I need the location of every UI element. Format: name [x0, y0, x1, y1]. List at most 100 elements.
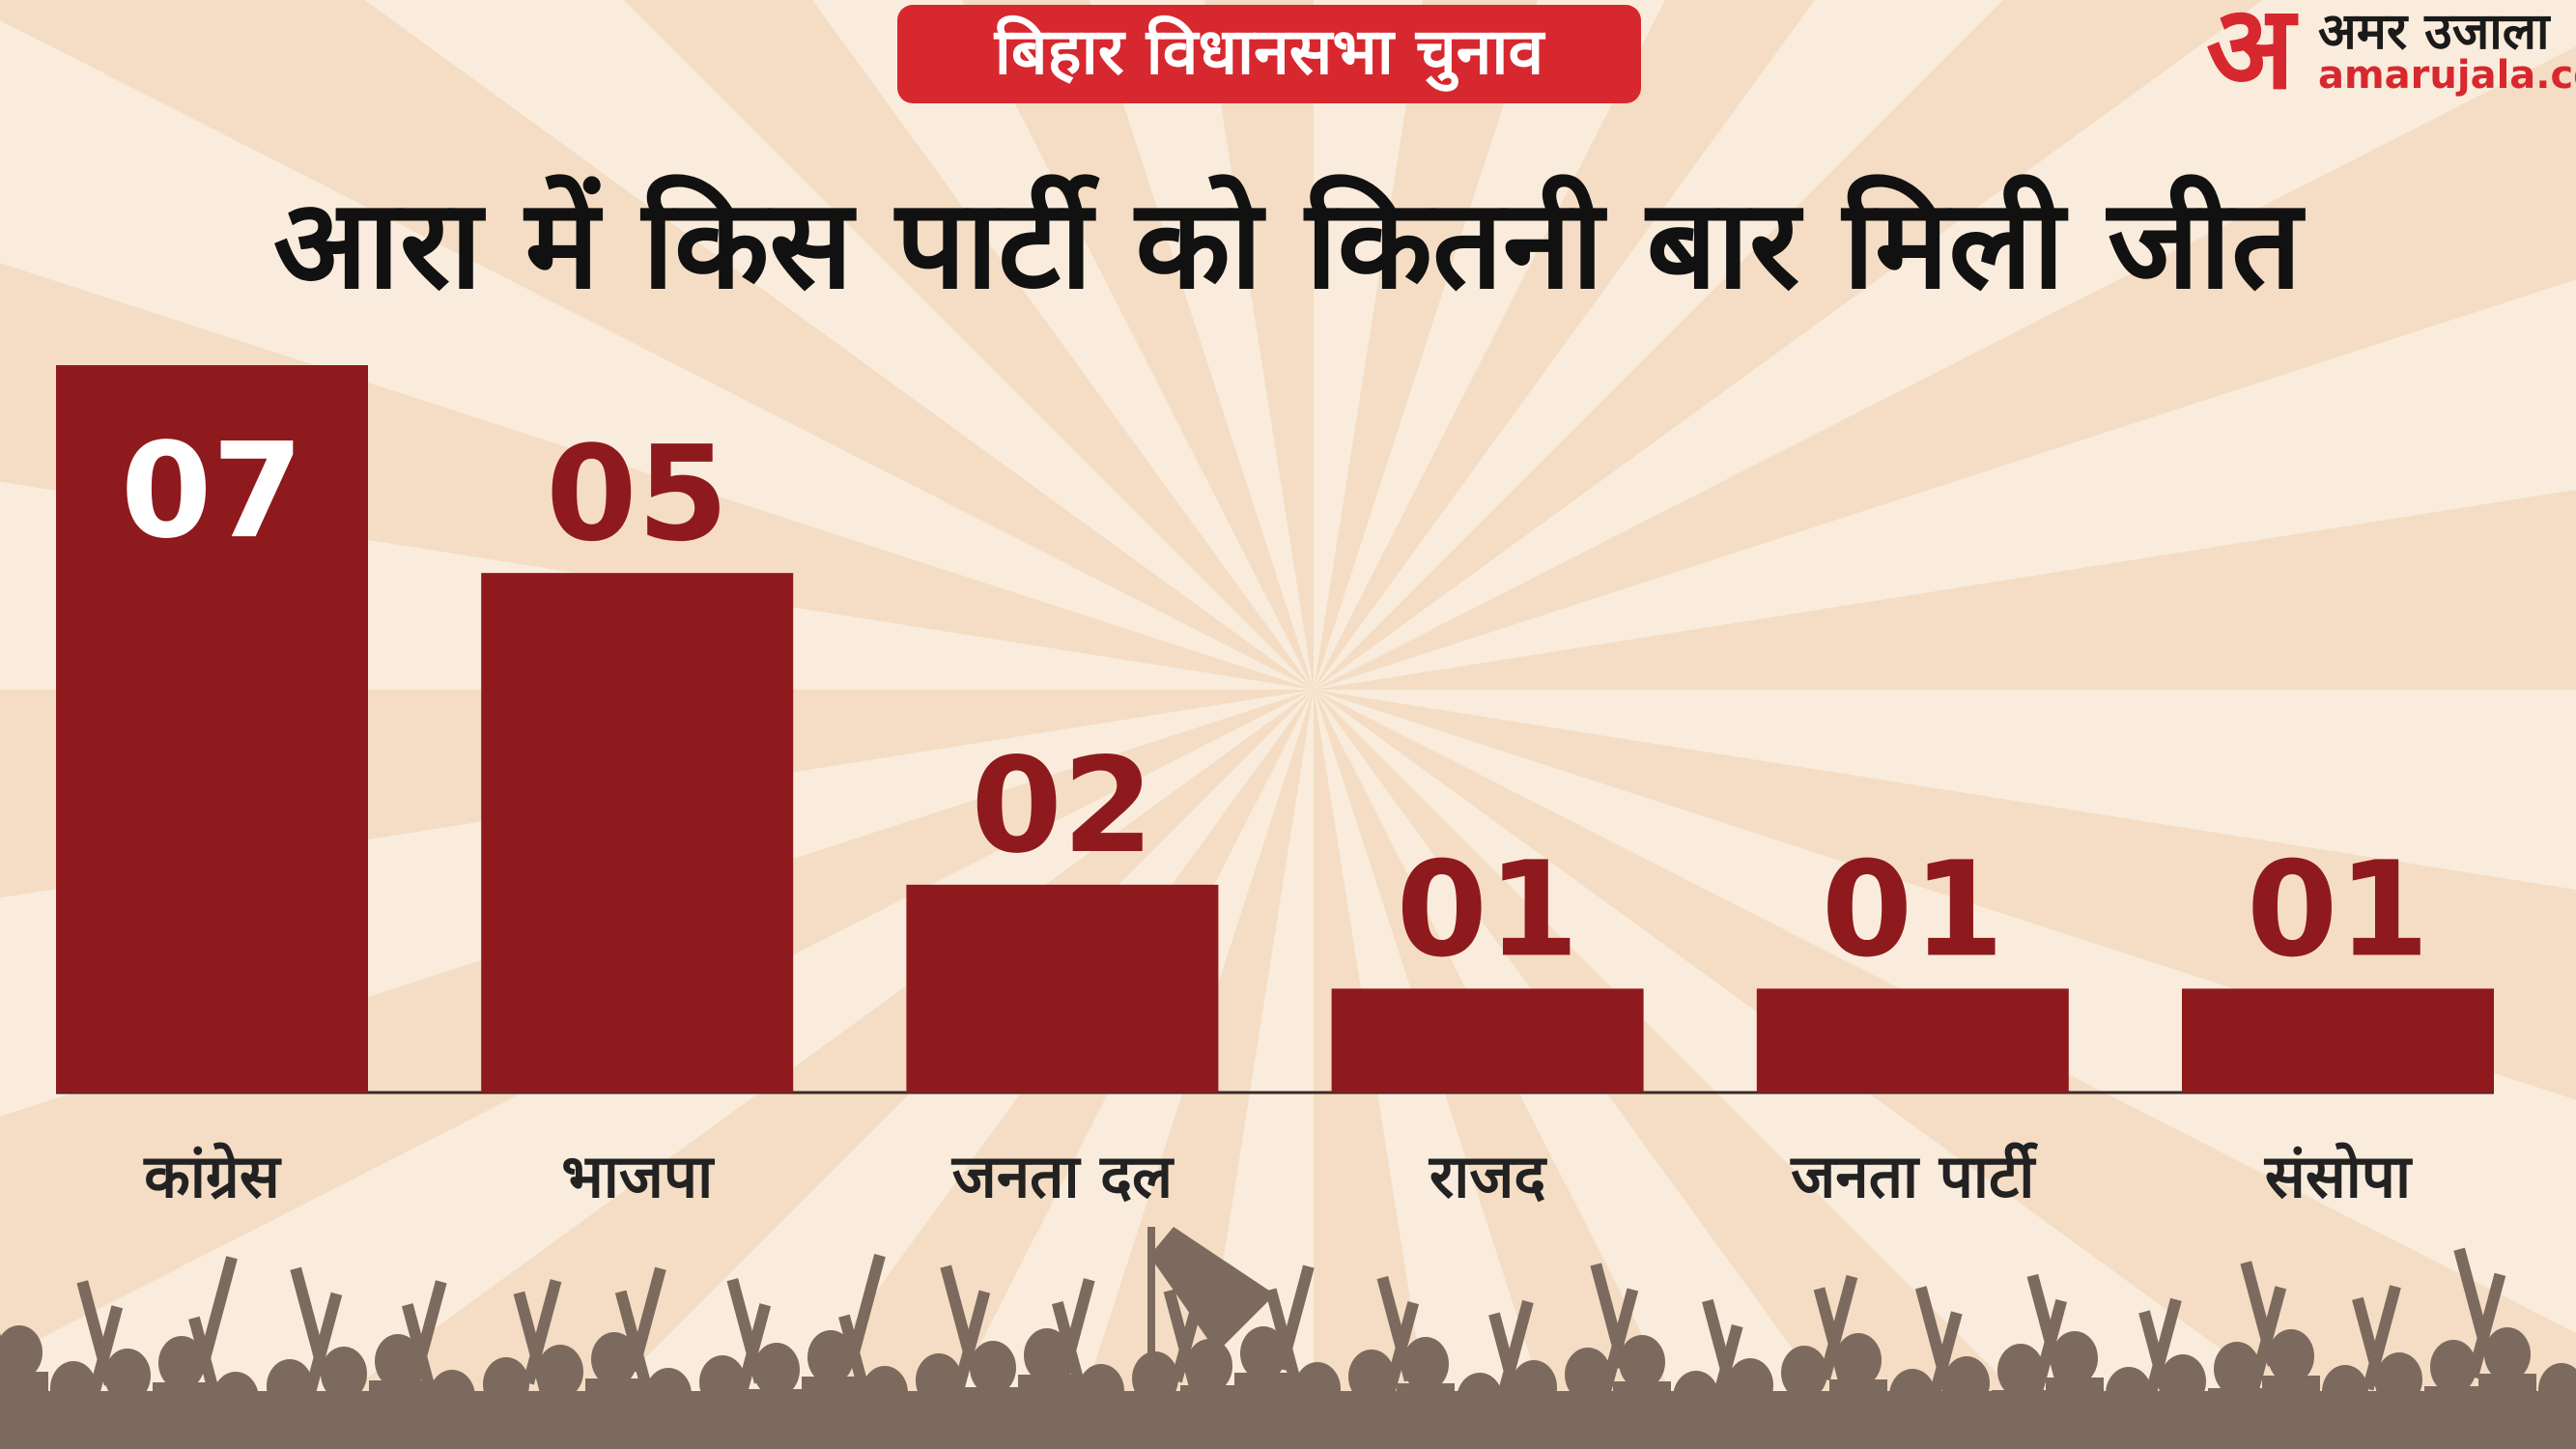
crowd-arm — [76, 1280, 116, 1386]
crowd-body — [1505, 1406, 1563, 1449]
crowd-arm — [2026, 1273, 2066, 1380]
crowd-head — [50, 1361, 97, 1415]
crowd-arm — [846, 1254, 886, 1360]
crowd-head — [2538, 1363, 2576, 1417]
crowd-body — [1883, 1415, 1941, 1449]
crowd-body — [423, 1416, 481, 1449]
bar — [2182, 988, 2494, 1093]
crowd-body — [207, 1418, 265, 1449]
crowd-body — [531, 1391, 589, 1449]
crowd-head — [591, 1332, 637, 1386]
crowd-body — [1397, 1383, 1455, 1449]
crowd-body — [2478, 1374, 2536, 1449]
bar — [56, 365, 368, 1093]
crowd-head — [1348, 1350, 1395, 1404]
crowd-body — [1288, 1408, 1346, 1449]
crowd-body — [2208, 1388, 2266, 1449]
crowd-head — [429, 1370, 475, 1424]
crowd-body — [1829, 1379, 1887, 1449]
crowd-body — [261, 1406, 319, 1449]
value-label: 01 — [1396, 835, 1578, 987]
crowd-arm — [726, 1278, 766, 1384]
crowd-head — [916, 1353, 962, 1407]
bar — [481, 573, 794, 1093]
crowd-arm — [2240, 1261, 2279, 1367]
crowd-arm — [2467, 1272, 2506, 1379]
badge-text: बिहार विधानसभा चुनाव — [993, 14, 1546, 92]
crowd-body — [1775, 1392, 1833, 1449]
crowd-arm — [1264, 1288, 1304, 1394]
crowd-body — [1234, 1373, 1292, 1449]
crowd-body — [585, 1378, 643, 1449]
crowd-head — [1078, 1364, 1124, 1418]
crowd-arm — [1163, 1289, 1203, 1395]
crowd-arm — [1813, 1287, 1853, 1393]
crowd-arm — [2142, 1297, 2182, 1405]
crowd-head — [267, 1359, 313, 1413]
x-tick-label: संसोपा — [2264, 1141, 2413, 1211]
crowd-arm — [1056, 1278, 1095, 1384]
crowd-head — [2484, 1327, 2531, 1381]
crowd-body — [1451, 1419, 1509, 1449]
crowd-body — [2533, 1409, 2576, 1449]
crowd-body — [477, 1404, 535, 1449]
crowd-head — [2106, 1367, 2152, 1421]
crowd-arm — [1590, 1263, 1629, 1369]
crowd-arm — [940, 1264, 979, 1371]
x-tick-label: जनता दल — [951, 1141, 1175, 1211]
crowd-body — [2154, 1401, 2212, 1449]
crowd-head — [699, 1355, 746, 1409]
crowd-body — [1180, 1385, 1238, 1449]
crowd-head — [2214, 1342, 2260, 1396]
crowd-flag — [1149, 1227, 1275, 1352]
crowd-arm — [2453, 1247, 2493, 1354]
crowd-body — [1938, 1403, 1996, 1449]
crowd-flagpole — [1147, 1227, 1155, 1420]
crowd-head — [1457, 1373, 1503, 1427]
logo-mark: अ — [2206, 0, 2299, 116]
crowd-body — [369, 1380, 427, 1449]
crowd-arm — [303, 1292, 343, 1399]
crowd-body — [2046, 1378, 2104, 1449]
crowd-body — [639, 1414, 697, 1449]
crowd-body — [1072, 1410, 1130, 1449]
crowd-body — [694, 1402, 751, 1449]
bar — [906, 884, 1219, 1093]
crowd-body — [2316, 1411, 2374, 1449]
value-label: 05 — [546, 418, 728, 571]
crowd-body — [964, 1387, 1022, 1449]
crowd-head — [1943, 1356, 1990, 1410]
crowd-body — [1559, 1394, 1617, 1449]
crowd-head — [2322, 1365, 2368, 1419]
value-label: 01 — [1822, 835, 2004, 987]
crowd-arm — [401, 1303, 441, 1409]
crowd-head — [321, 1347, 367, 1401]
crowd-body — [910, 1400, 968, 1449]
bar — [1331, 988, 1644, 1093]
crowd-body — [99, 1395, 156, 1449]
crowd-head — [645, 1368, 692, 1422]
crowd-head — [2430, 1340, 2477, 1394]
crowd-head — [158, 1336, 205, 1390]
value-label: 01 — [2247, 835, 2429, 987]
crowd-head — [1997, 1344, 2044, 1398]
crowd-head — [375, 1334, 421, 1388]
crowd-head — [1673, 1371, 1719, 1425]
crowd-arm — [0, 1281, 14, 1387]
crowd-body — [856, 1412, 914, 1449]
crowd-arm — [1052, 1301, 1091, 1407]
crowd-arm — [290, 1266, 329, 1374]
crowd-head — [1889, 1369, 1936, 1423]
crowd-arm — [198, 1256, 238, 1362]
logo-name: अमर उजाला — [2318, 3, 2552, 61]
crowd-head — [0, 1325, 42, 1379]
crowd-arm — [2352, 1296, 2392, 1404]
crowd-head — [104, 1349, 151, 1403]
crowd-head — [1024, 1328, 1070, 1382]
badge — [897, 5, 1641, 103]
x-tick-label: राजद — [1429, 1141, 1547, 1211]
crowd-arm — [614, 1290, 654, 1396]
crowd-arm — [513, 1291, 552, 1398]
crowd-arm — [1494, 1299, 1534, 1406]
